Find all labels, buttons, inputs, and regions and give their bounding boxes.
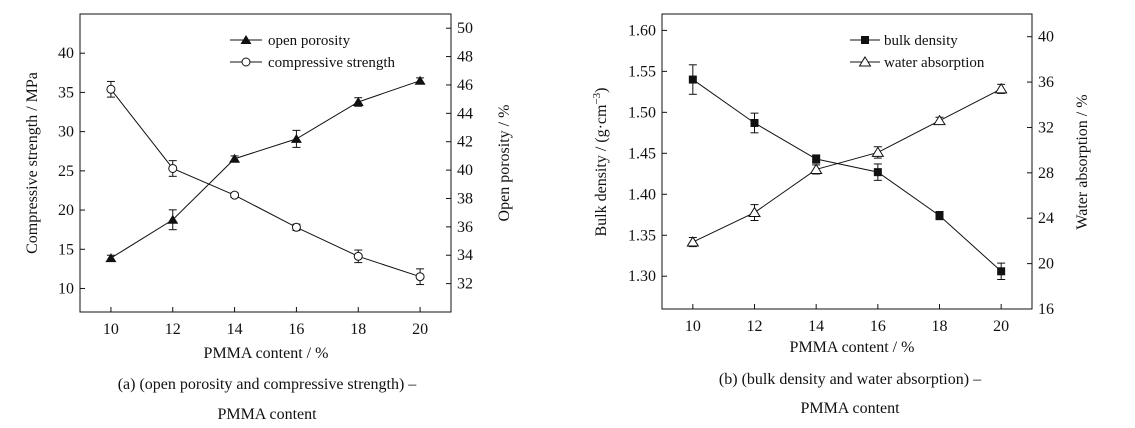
- legend-bulk-density-marker: [861, 36, 869, 44]
- x-tick-label: 10: [103, 321, 119, 338]
- y-right-tick-label: 36: [1038, 74, 1054, 91]
- open-porosity-point: [167, 214, 179, 224]
- y-left-tick-label: 25: [58, 163, 74, 180]
- y-right-tick-label: 28: [1038, 165, 1054, 182]
- compressive-strength-point: [353, 251, 363, 261]
- y-left-tick-label: 15: [58, 241, 74, 258]
- chart-b-x-title: PMMA content / %: [790, 339, 915, 356]
- open-porosity-point: [229, 153, 241, 163]
- y-right-tick-label: 40: [457, 162, 473, 179]
- compressive-strength-point: [106, 84, 116, 94]
- compressive-strength-point: [415, 272, 425, 282]
- y-left-tick-label: 1.40: [628, 186, 656, 203]
- compressive-strength-point: [168, 163, 178, 173]
- compressive-strength-line: [110, 88, 421, 278]
- chart-a-caption-line2: PMMA content: [217, 406, 317, 423]
- chart-b-y-left-title-sup: −3: [591, 92, 603, 104]
- water-absorption-point: [871, 146, 885, 157]
- x-tick-label: 16: [288, 321, 304, 338]
- open-porosity-point: [105, 253, 117, 263]
- y-right-tick-label: 48: [457, 49, 473, 66]
- x-tick-label: 18: [932, 318, 948, 335]
- y-right-tick-label: 40: [1038, 29, 1054, 46]
- x-tick-label: 18: [350, 321, 366, 338]
- y-left-tick-label: 20: [58, 202, 74, 219]
- water-absorption-line: [692, 88, 1002, 243]
- y-right-tick-label: 34: [457, 247, 473, 264]
- y-right-tick-label: 44: [457, 105, 473, 122]
- x-tick-label: 20: [412, 321, 428, 338]
- open-porosity-line: [110, 80, 421, 259]
- chart-a-caption-line1: (a) (open porosity and compressive stren…: [118, 376, 418, 393]
- chart-a-y-left-title: Compressive strength / MPa: [24, 72, 41, 254]
- x-tick-label: 14: [808, 318, 824, 335]
- chart-a-plot-frame: [79, 13, 452, 313]
- chart-a-x-title: PMMA content / %: [204, 345, 329, 362]
- water-absorption-point: [686, 236, 700, 247]
- y-right-tick-label: 50: [457, 20, 473, 37]
- bulk-density-point: [688, 75, 697, 84]
- legend-compressive-strength-label: compressive strength: [268, 55, 396, 71]
- y-right-tick-label: 38: [457, 190, 473, 207]
- y-right-tick-label: 20: [1038, 256, 1054, 273]
- y-right-tick-label: 16: [1038, 301, 1054, 318]
- legend-open-porosity-label: open porosity: [268, 33, 351, 49]
- x-tick-label: 10: [685, 318, 701, 335]
- water-absorption-point: [933, 114, 946, 126]
- bulk-density-line: [692, 79, 1002, 272]
- x-tick-label: 14: [227, 321, 243, 338]
- compressive-strength-point: [291, 222, 301, 232]
- legend-bulk-density-label: bulk density: [884, 33, 958, 49]
- chart-b-y-left-title-main: Bulk density / (g·cm: [593, 104, 610, 237]
- y-left-tick-label: 10: [58, 280, 74, 297]
- legend-water-absorption-label: water absorption: [884, 55, 985, 71]
- y-left-tick-label: 1.55: [628, 63, 656, 80]
- y-left-tick-label: 1.50: [628, 104, 656, 121]
- y-right-tick-label: 46: [457, 77, 473, 94]
- x-tick-label: 16: [870, 318, 886, 335]
- y-right-tick-label: 24: [1038, 210, 1054, 227]
- chart-a: 10 12 14 16 18 20 10 15 20 25 30 35 40 32 34 36 38 40 42 44…: [24, 13, 513, 423]
- bulk-density-point: [812, 155, 821, 164]
- chart-a-y-right-title: Open porosity / %: [496, 105, 513, 222]
- chart-b: 10 12 14 16 18 20 1.30 1.35 1.40 1.45 1.50 1.55 1.60…: [591, 13, 1091, 417]
- open-porosity-point: [290, 133, 302, 143]
- chart-b-y-left-title: Bulk density / (g·cm−3): [591, 87, 610, 236]
- water-absorption-point: [809, 163, 823, 174]
- y-right-tick-label: 42: [457, 134, 473, 151]
- y-right-tick-label: 36: [457, 219, 473, 236]
- x-tick-label: 12: [747, 318, 763, 335]
- chart-b-legend: bulk density water absorption: [850, 33, 985, 71]
- chart-a-legend: open porosity compressive strength: [230, 33, 396, 71]
- y-right-tick-label: 32: [457, 276, 473, 293]
- chart-b-y-left-title-end: ): [593, 87, 610, 92]
- y-left-tick-label: 30: [58, 124, 74, 141]
- y-left-tick-label: 1.45: [628, 145, 656, 162]
- y-right-tick-label: 32: [1038, 119, 1054, 136]
- open-porosity-point: [414, 75, 426, 85]
- bulk-density-point: [873, 168, 882, 177]
- chart-b-plot-frame: [661, 13, 1033, 310]
- legend-open-porosity-marker: [240, 35, 252, 44]
- y-left-tick-label: 1.35: [628, 227, 656, 244]
- compressive-strength-point: [230, 190, 240, 200]
- y-left-tick-label: 40: [58, 45, 74, 62]
- bulk-density-point: [997, 267, 1006, 276]
- bulk-density-point: [750, 118, 759, 127]
- x-tick-label: 20: [993, 318, 1009, 335]
- legend-water-absorption-marker: [858, 56, 872, 67]
- water-absorption-point: [748, 206, 761, 218]
- x-tick-label: 12: [165, 321, 181, 338]
- bulk-density-point: [935, 211, 944, 220]
- chart-b-caption-line1: (b) (bulk density and water absorption) …: [719, 371, 982, 388]
- open-porosity-point: [352, 96, 364, 106]
- y-left-tick-label: 1.60: [628, 22, 656, 39]
- chart-b-caption-line2: PMMA content: [800, 400, 900, 417]
- y-left-tick-label: 35: [58, 84, 74, 101]
- legend-compressive-strength-marker: [241, 57, 251, 67]
- y-left-tick-label: 1.30: [628, 268, 656, 285]
- chart-b-y-right-title: Water absorption / %: [1074, 94, 1091, 229]
- water-absorption-point: [994, 82, 1008, 94]
